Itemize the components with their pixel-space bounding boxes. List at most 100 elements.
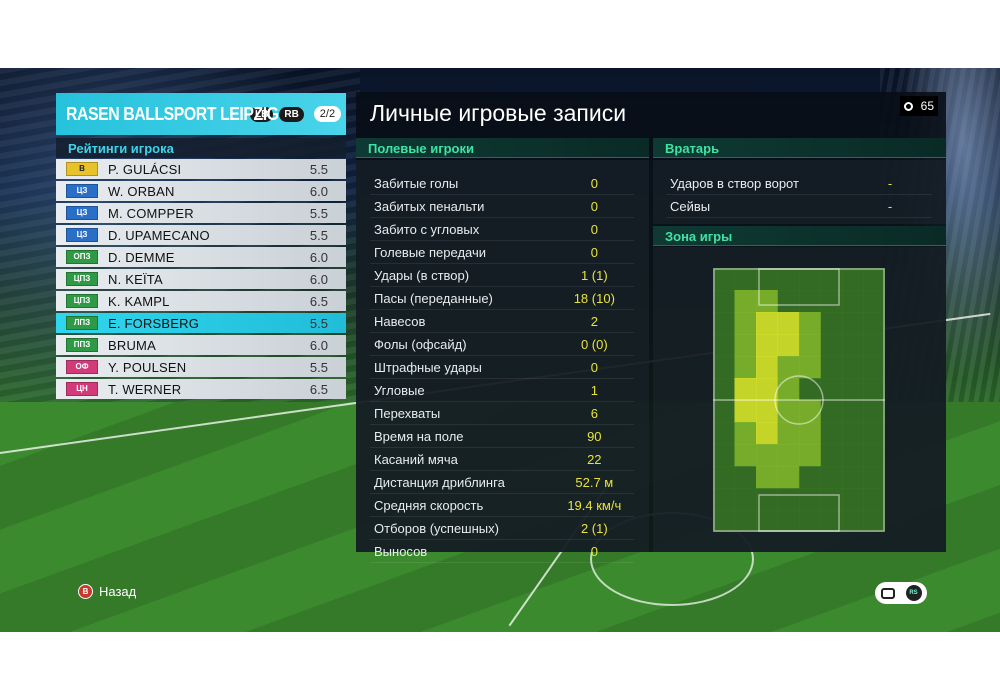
stat-label: Время на поле [374, 428, 464, 444]
heatmap-cell [842, 488, 864, 511]
heatmap-cell [820, 510, 843, 532]
position-cell: ЦЗ [56, 228, 108, 242]
heatmap-cell [863, 334, 885, 357]
player-row[interactable]: ОФ Y. POULSEN 5.5 [56, 357, 346, 377]
stat-label: Забитые голы [374, 175, 459, 191]
stat-label: Голевые передачи [374, 244, 487, 260]
gk-stat-label: Ударов в створ ворот [670, 175, 799, 191]
heatmap-cell [842, 400, 864, 423]
heatmap-cell [799, 334, 821, 357]
stat-row: Касаний мяча 22 [370, 448, 634, 471]
stat-row: Выносов 0 [370, 540, 634, 563]
stat-value: 2 [590, 313, 598, 329]
heatmap-cell [842, 378, 864, 401]
heatmap-cell [799, 378, 821, 401]
stat-row: Дистанция дриблинга 52.7 м [370, 471, 634, 494]
heatmap-cell [734, 466, 757, 489]
stat-row: Отборов (успешных) 2 (1) [370, 517, 634, 540]
position-badge: ЦЗ [66, 184, 98, 198]
heatmap-pitch-line [758, 268, 840, 306]
player-row[interactable]: ЦПЗ N. KEÏTA 6.0 [56, 269, 346, 289]
heatmap-cell [820, 444, 843, 467]
heatmap-cell [777, 334, 800, 357]
field-stats-list: Забитые голы 0 Забитых пенальти 0 Забито с у… [370, 172, 634, 563]
stat-value: 18 (10) [573, 290, 615, 306]
match-timer: 65 [900, 96, 938, 116]
player-rating: 5.5 [309, 205, 328, 221]
stat-value: 6 [590, 405, 598, 421]
stat-label: Отборов (успешных) [374, 520, 499, 536]
heatmap-cell [863, 466, 885, 489]
heatmap-cell [799, 290, 821, 313]
heatmap-cell [713, 334, 735, 357]
player-row[interactable]: ЦЗ M. COMPPER 5.5 [56, 203, 346, 223]
player-name: P. GULÁCSI [108, 161, 182, 177]
player-row[interactable]: ППЗ BRUMA 6.0 [56, 335, 346, 355]
stat-row: Навесов 2 [370, 310, 634, 333]
heatmap-cell [734, 488, 757, 511]
heatmap-cell [713, 466, 735, 489]
heatmap-cell [713, 268, 735, 291]
player-row[interactable]: ЦН T. WERNER 6.5 [56, 379, 346, 399]
stat-row: Забито с угловых 0 [370, 218, 634, 241]
heatmap-cell [713, 444, 735, 467]
heatmap-cell [842, 356, 864, 379]
player-name: N. KEÏTA [108, 271, 163, 287]
player-rating: 6.0 [309, 271, 328, 287]
player-row[interactable]: ЦПЗ K. KAMPL 6.5 [56, 291, 346, 311]
player-row[interactable]: ЦЗ D. UPAMECANO 5.5 [56, 225, 346, 245]
stat-row: Средняя скорость 19.4 км/ч [370, 494, 634, 517]
stat-label: Средняя скорость [374, 497, 484, 513]
player-list: В P. GULÁCSI 5.5 ЦЗ W. ORBAN 6.0 ЦЗ M. COMPPER 5… [56, 159, 346, 401]
position-cell: ЦПЗ [56, 272, 108, 286]
heatmap-cell [863, 356, 885, 379]
heatmap-cell [713, 510, 735, 532]
heatmap-cell [820, 378, 843, 401]
stat-value: 1 (1) [580, 267, 608, 283]
player-name: K. KAMPL [108, 293, 170, 309]
heatmap-cell [842, 466, 864, 489]
stat-value: 0 [590, 221, 598, 237]
heatmap-cell [777, 356, 800, 379]
heatmap-cell [713, 488, 735, 511]
position-badge: ОФ [66, 360, 98, 374]
heatmap-cell [756, 312, 778, 335]
heatmap-cell [842, 334, 864, 357]
heatmap-cell [799, 488, 821, 511]
player-row[interactable]: ЦЗ W. ORBAN 6.0 [56, 181, 346, 201]
stat-label: Выносов [374, 543, 428, 559]
heatmap-cell [777, 444, 800, 467]
page-indicator: 2/2 [313, 106, 342, 122]
gk-stat-row: Сейвы - [666, 195, 932, 218]
back-control[interactable]: B Назад [78, 584, 136, 599]
player-name: BRUMA [108, 337, 156, 353]
player-name: T. WERNER [108, 381, 182, 397]
stat-label: Перехваты [374, 405, 441, 421]
rb-button-icon[interactable]: RB [279, 106, 304, 122]
player-row[interactable]: В P. GULÁCSI 5.5 [56, 159, 346, 179]
player-row[interactable]: ОПЗ D. DEMME 6.0 [56, 247, 346, 267]
stat-value: 0 [590, 244, 598, 260]
stat-row: Штрафные удары 0 [370, 356, 634, 379]
stat-label: Забитых пенальти [374, 198, 485, 214]
heatmap-cell [756, 334, 778, 357]
lb-button-icon[interactable]: LB [250, 106, 274, 122]
heatmap-cell [756, 290, 778, 313]
heatmap-cell [713, 378, 735, 401]
player-row[interactable]: ЛПЗ E. FORSBERG 5.5 [56, 313, 346, 333]
stat-label: Касаний мяча [374, 451, 458, 467]
heatmap-cell [863, 510, 885, 532]
stat-label: Пасы (переданные) [374, 290, 493, 306]
stat-label: Забито с угловых [374, 221, 480, 237]
position-cell: ППЗ [56, 338, 108, 352]
heatmap-cell [756, 444, 778, 467]
heatmap-cell [799, 466, 821, 489]
heatmap-cell [863, 488, 885, 511]
position-badge: ЦПЗ [66, 272, 98, 286]
heatmap-cell [734, 422, 757, 445]
heatmap-cell [713, 400, 735, 423]
player-rating: 6.0 [309, 183, 328, 199]
rs-control[interactable]: RS [875, 582, 927, 604]
heatmap-pitch-line [774, 375, 824, 425]
player-rating: 5.5 [309, 161, 328, 177]
